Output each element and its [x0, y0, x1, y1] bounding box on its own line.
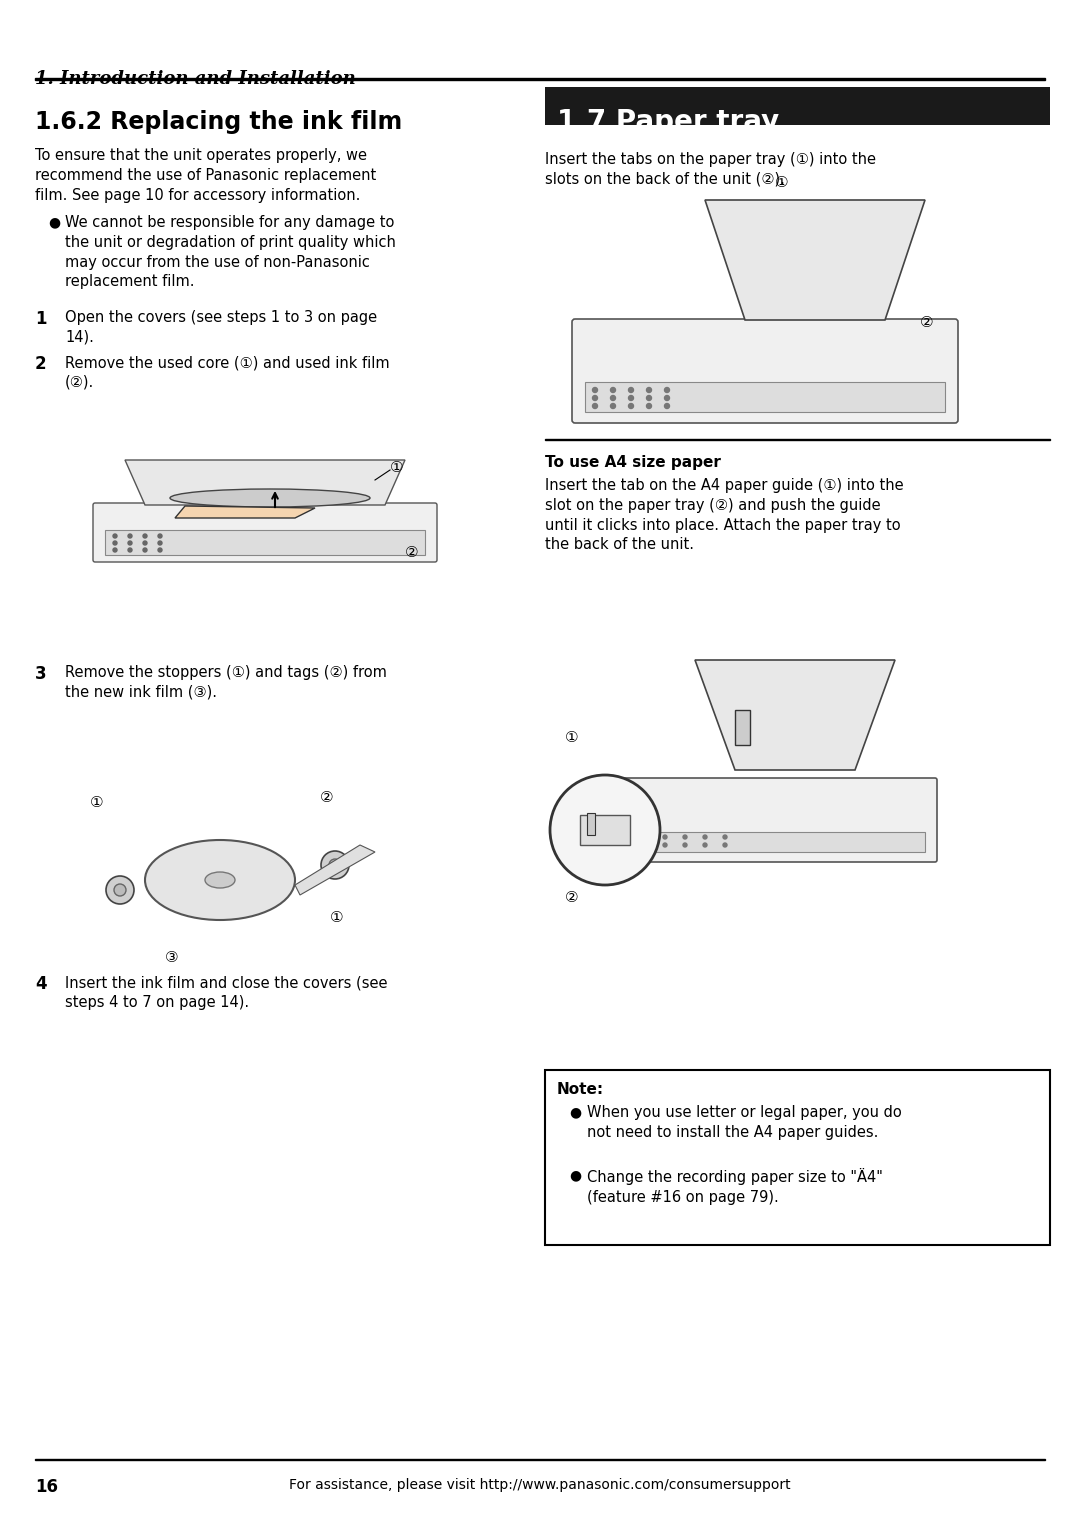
Text: ②: ②: [920, 315, 933, 330]
Circle shape: [593, 403, 597, 408]
Circle shape: [550, 775, 660, 885]
Circle shape: [158, 549, 162, 552]
Ellipse shape: [106, 876, 134, 905]
Text: Open the covers (see steps 1 to 3 on page
14).: Open the covers (see steps 1 to 3 on pag…: [65, 310, 377, 345]
Circle shape: [143, 549, 147, 552]
Text: Note:: Note:: [557, 1082, 604, 1097]
Circle shape: [647, 396, 651, 400]
Circle shape: [610, 403, 616, 408]
Text: 1.6.2 Replacing the ink film: 1.6.2 Replacing the ink film: [35, 110, 402, 134]
Circle shape: [143, 541, 147, 545]
Polygon shape: [295, 845, 375, 895]
Circle shape: [129, 549, 132, 552]
Bar: [545, 87, 1050, 125]
Circle shape: [629, 403, 634, 408]
Text: 2: 2: [35, 354, 46, 373]
Text: Change the recording paper size to "Ä4"
(feature #16 on page 79).: Change the recording paper size to "Ä4" …: [588, 1167, 882, 1204]
FancyBboxPatch shape: [93, 503, 437, 562]
Circle shape: [629, 396, 634, 400]
Text: Insert the tab on the A4 paper guide (①) into the
slot on the paper tray (②) and: Insert the tab on the A4 paper guide (①)…: [545, 478, 904, 553]
Circle shape: [647, 403, 651, 408]
Text: When you use letter or legal paper, you do
not need to install the A4 paper guid: When you use letter or legal paper, you …: [588, 1105, 902, 1140]
Circle shape: [610, 388, 616, 393]
Text: ①: ①: [775, 176, 788, 189]
Circle shape: [129, 533, 132, 538]
Text: ②: ②: [320, 790, 334, 805]
Circle shape: [664, 396, 670, 400]
Text: ●: ●: [569, 1167, 581, 1183]
Text: ●: ●: [569, 1105, 581, 1118]
Circle shape: [703, 843, 707, 847]
Circle shape: [643, 834, 647, 839]
Bar: [105, 530, 426, 555]
Circle shape: [158, 533, 162, 538]
Circle shape: [664, 388, 670, 393]
Text: ①: ①: [330, 911, 343, 924]
Polygon shape: [705, 200, 924, 319]
Ellipse shape: [170, 489, 370, 507]
Circle shape: [113, 549, 117, 552]
Ellipse shape: [114, 885, 126, 895]
Ellipse shape: [145, 840, 295, 920]
Circle shape: [113, 541, 117, 545]
Bar: [635, 833, 924, 853]
Text: 4: 4: [35, 975, 46, 993]
Polygon shape: [696, 660, 895, 770]
Circle shape: [664, 403, 670, 408]
Ellipse shape: [321, 851, 349, 879]
Text: 1.7 Paper tray: 1.7 Paper tray: [557, 108, 780, 136]
Bar: [35, 78, 1045, 79]
Text: ③: ③: [165, 950, 178, 966]
Circle shape: [143, 533, 147, 538]
Circle shape: [610, 396, 616, 400]
Polygon shape: [125, 460, 405, 504]
Ellipse shape: [205, 872, 235, 888]
Circle shape: [663, 843, 667, 847]
Text: ②: ②: [565, 889, 579, 905]
FancyBboxPatch shape: [572, 319, 958, 423]
Text: To ensure that the unit operates properly, we
recommend the use of Panasonic rep: To ensure that the unit operates properl…: [35, 148, 376, 203]
Circle shape: [643, 843, 647, 847]
Text: 3: 3: [35, 665, 46, 683]
Ellipse shape: [329, 859, 341, 871]
Text: Insert the tabs on the paper tray (①) into the
slots on the back of the unit (②): Insert the tabs on the paper tray (①) in…: [545, 151, 876, 186]
Text: Remove the stoppers (①) and tags (②) from
the new ink film (③).: Remove the stoppers (①) and tags (②) fro…: [65, 665, 387, 700]
Circle shape: [683, 843, 687, 847]
Circle shape: [663, 834, 667, 839]
Text: 16: 16: [35, 1478, 58, 1496]
Text: ①: ①: [390, 460, 404, 475]
Polygon shape: [175, 506, 315, 518]
Text: ①: ①: [565, 730, 579, 746]
Circle shape: [129, 541, 132, 545]
Text: Insert the ink film and close the covers (see
steps 4 to 7 on page 14).: Insert the ink film and close the covers…: [65, 975, 388, 1010]
Text: Remove the used core (①) and used ink film
(②).: Remove the used core (①) and used ink fi…: [65, 354, 390, 390]
Circle shape: [629, 388, 634, 393]
Text: ①: ①: [90, 795, 104, 810]
Circle shape: [723, 834, 727, 839]
Circle shape: [723, 843, 727, 847]
Bar: [80, 396, 480, 645]
Text: For assistance, please visit http://www.panasonic.com/consumersupport: For assistance, please visit http://www.…: [289, 1478, 791, 1491]
Text: ②: ②: [405, 545, 419, 559]
Bar: [588, 813, 595, 834]
Text: ●: ●: [48, 215, 60, 229]
Bar: [580, 814, 630, 845]
Bar: [545, 1070, 1050, 1245]
Circle shape: [113, 533, 117, 538]
Bar: [735, 711, 750, 746]
FancyBboxPatch shape: [623, 778, 937, 862]
Text: 1. Introduction and Installation: 1. Introduction and Installation: [35, 70, 355, 89]
Circle shape: [683, 834, 687, 839]
Text: We cannot be responsible for any damage to
the unit or degradation of print qual: We cannot be responsible for any damage …: [65, 215, 396, 289]
Text: 1: 1: [35, 310, 46, 329]
Bar: [585, 382, 945, 413]
Circle shape: [647, 388, 651, 393]
Circle shape: [593, 388, 597, 393]
Circle shape: [158, 541, 162, 545]
Circle shape: [593, 396, 597, 400]
Text: To use A4 size paper: To use A4 size paper: [545, 455, 720, 471]
Circle shape: [703, 834, 707, 839]
